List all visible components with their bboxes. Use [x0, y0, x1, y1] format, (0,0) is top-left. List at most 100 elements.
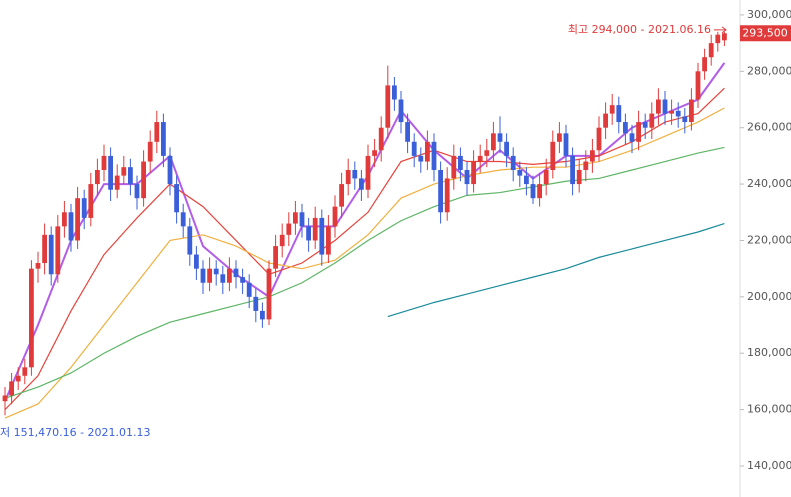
candle-body [286, 223, 292, 235]
candle-body [326, 226, 331, 255]
candle-body [273, 246, 278, 269]
candle-body [101, 155, 107, 170]
candle-body [484, 150, 490, 156]
candle-body [62, 212, 67, 227]
candle-body [332, 206, 338, 227]
candle-body [583, 161, 589, 170]
candle-body [293, 212, 298, 224]
candle-body [260, 310, 265, 320]
price-tag [740, 25, 791, 42]
candle-body [253, 296, 259, 311]
y-tick-label: 260,000 [747, 121, 791, 134]
candle-body [227, 268, 232, 283]
candle-body [345, 169, 351, 185]
candle-body [451, 155, 457, 179]
candle-body [339, 184, 344, 207]
candle-body [392, 85, 397, 100]
candle-body [167, 155, 173, 185]
candle-body [121, 167, 127, 176]
candle-body [128, 167, 133, 185]
y-tick-label: 200,000 [747, 290, 791, 303]
candle-body [372, 150, 377, 156]
candle-body [656, 99, 661, 114]
candle-body [649, 113, 655, 128]
moving-average-line [4, 87, 725, 411]
candle-body [524, 175, 529, 185]
candle-body [108, 155, 113, 190]
candle-body [200, 268, 206, 283]
candle-body [246, 282, 252, 297]
high-annotation: 최고 294,000 - 2021.06.16 [568, 23, 711, 36]
candle-body [365, 155, 371, 190]
candle-body [319, 217, 325, 255]
y-tick-label: 220,000 [747, 233, 791, 246]
low-annotation: 저 151,470.16 - 2021.01.13 [0, 426, 151, 439]
y-tick-label: 180,000 [747, 346, 791, 359]
candle-body [497, 133, 503, 142]
candle-body [405, 122, 410, 142]
candle-body [695, 71, 701, 100]
candle-body [642, 122, 648, 128]
candle-body [81, 198, 87, 218]
candle-body [9, 381, 14, 396]
candle-body [603, 113, 608, 128]
candle-body [537, 184, 542, 199]
candle-body [187, 226, 193, 255]
candle-body [530, 184, 536, 199]
candle-body [174, 184, 179, 213]
y-tick-label: 140,000 [747, 459, 791, 472]
candle-body [154, 122, 160, 142]
candle-body [352, 169, 358, 179]
moving-average-line [387, 222, 725, 318]
candle-body [623, 122, 628, 134]
candle-body [147, 141, 153, 162]
candle-body [233, 268, 239, 278]
candle-body [477, 155, 483, 162]
candle-body [557, 133, 562, 142]
candle-body [312, 217, 318, 241]
candle-body [669, 110, 674, 114]
candle-body [88, 184, 94, 218]
candle-body [682, 116, 688, 123]
candle-body [590, 150, 595, 162]
candle-body [629, 133, 635, 142]
candle-body [385, 85, 391, 128]
candle-body [2, 395, 8, 402]
candle-body [702, 57, 707, 72]
moving-average-line [4, 146, 725, 399]
candle-body [464, 169, 470, 185]
moving-average-line [4, 107, 725, 419]
candle-body [22, 367, 28, 376]
candle-body [207, 268, 212, 283]
candle-body [576, 169, 582, 185]
candle-body [114, 175, 120, 190]
candle-body [431, 141, 437, 170]
candle-body [378, 127, 384, 151]
candle-body [213, 268, 219, 275]
candle-body [563, 133, 569, 156]
annotation-arrow [714, 26, 727, 34]
candle-body [180, 212, 186, 227]
y-tick-label: 300,000 [747, 8, 791, 21]
candle-body [194, 254, 199, 269]
candle-body [510, 155, 516, 170]
candle-body [48, 234, 54, 275]
candle-body [675, 110, 681, 117]
candle-body [134, 184, 140, 199]
candle-body [418, 155, 424, 162]
candle-body [95, 169, 100, 185]
candle-body [438, 169, 443, 213]
price-tag-label: 293,500 [742, 26, 788, 39]
candle-body [458, 155, 463, 170]
candle-body [279, 234, 285, 247]
candle-body [29, 268, 34, 368]
candle-body [75, 198, 80, 241]
candle-body [609, 105, 615, 114]
candle-body [715, 34, 721, 44]
candle-body [444, 178, 450, 213]
candle-body [299, 212, 305, 227]
candle-body [636, 122, 641, 142]
candle-body [616, 105, 622, 123]
candle-body [662, 99, 668, 114]
